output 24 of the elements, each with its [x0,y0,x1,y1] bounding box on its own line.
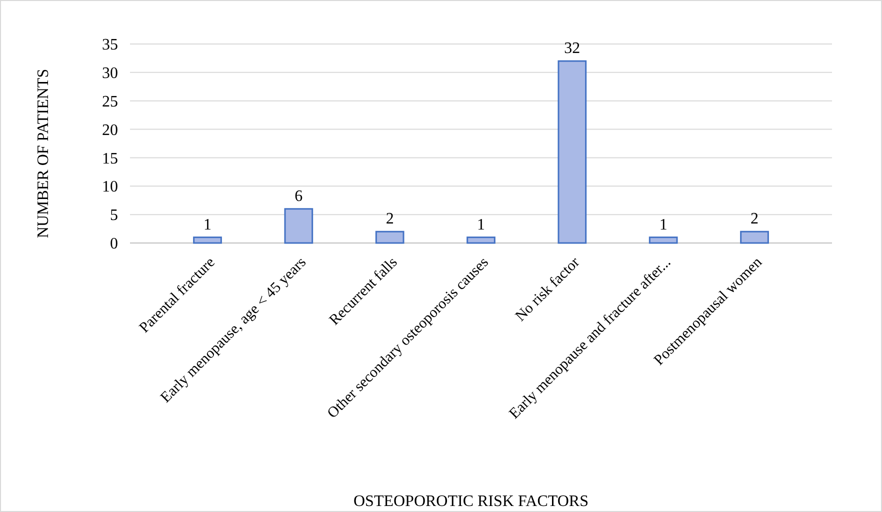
y-axis-title: NUMBER OF PATIENTS [35,68,52,238]
y-tick-label: 5 [110,207,118,224]
y-tick-label: 20 [102,122,118,139]
bar [466,236,496,244]
y-tick-label: 0 [110,236,118,253]
y-tick-label: 15 [102,150,118,168]
y-tick-label: 25 [102,93,118,110]
y-tick-label: 10 [102,178,118,196]
data-label: 2 [386,210,394,228]
data-label: 6 [294,188,303,205]
y-tick-label: 30 [102,65,118,82]
x-axis-title: OSTEOPOROTIC RISK FACTORS [353,493,589,510]
bar [193,236,222,244]
bar [284,208,314,244]
bar [375,230,404,244]
data-label: 2 [750,210,759,228]
data-label: 1 [659,216,668,234]
bar [648,236,678,244]
y-tick-label: 35 [102,36,118,54]
data-label: 1 [477,216,485,234]
data-label: 32 [564,40,580,58]
data-label: 1 [203,216,212,234]
bar [558,60,587,244]
bar [740,230,769,244]
